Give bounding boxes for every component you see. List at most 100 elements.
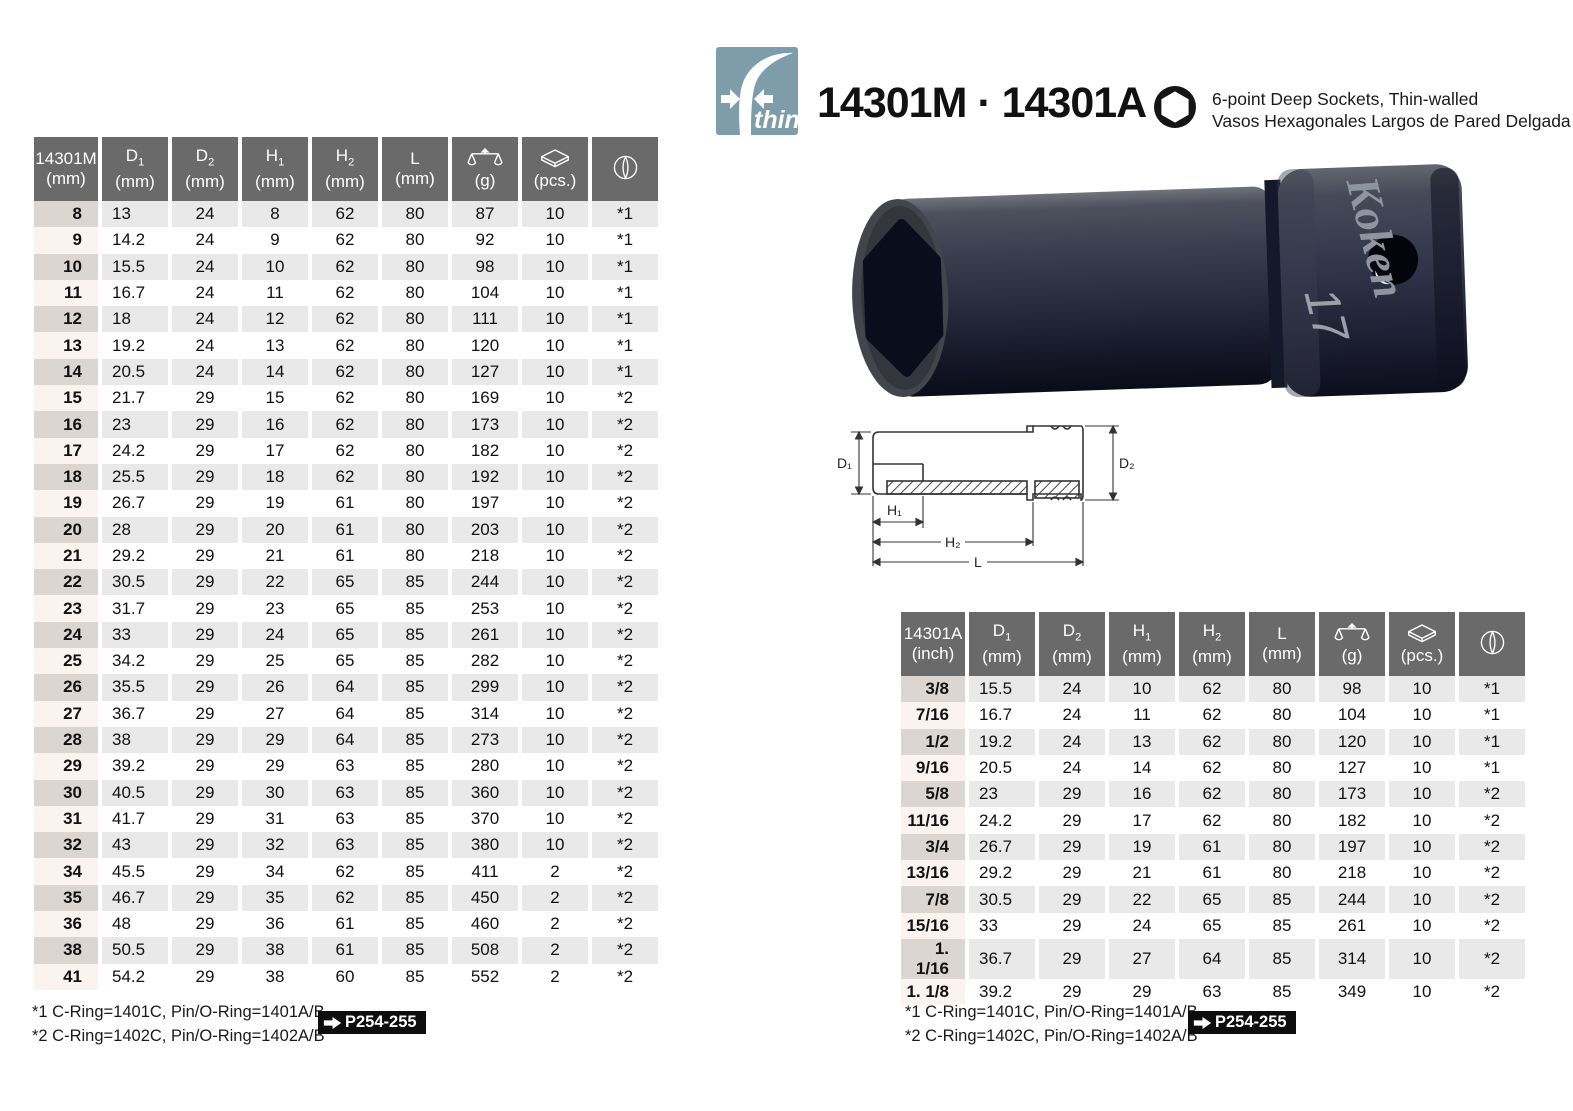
value-cell: 30 <box>242 779 308 806</box>
ring-icon <box>593 155 657 181</box>
metric-spec-table: 14301M (mm) D1 (mm) D2 (mm) H1 (mm) H2 (mm) L (mm)(… <box>30 137 662 990</box>
value-cell: *2 <box>592 884 658 912</box>
table-row: 20 28 29 20 61 80 203 10 *2 <box>34 516 658 543</box>
size-cell: 29 <box>34 753 98 780</box>
value-cell: 10 <box>1389 781 1455 808</box>
value-cell: 80 <box>382 490 448 517</box>
value-cell: 30.5 <box>969 886 1035 913</box>
value-cell: 10 <box>1389 912 1455 939</box>
value-cell: 29 <box>242 753 308 780</box>
value-cell: 29 <box>1039 860 1105 887</box>
footnotes-metric: *1 C-Ring=1401C, Pin/O-Ring=1401A/B *2 C… <box>32 1000 325 1048</box>
value-cell: 10 <box>1109 676 1175 703</box>
value-cell: 85 <box>382 648 448 675</box>
value-cell: 80 <box>1249 728 1315 755</box>
value-cell: 17 <box>242 437 308 464</box>
size-cell: 24 <box>34 621 98 649</box>
footnote-1: *1 C-Ring=1401C, Pin/O-Ring=1401A/B <box>32 1003 325 1021</box>
value-cell: 10 <box>522 227 588 254</box>
value-cell: 21.7 <box>102 385 168 412</box>
value-cell: 13 <box>242 332 308 359</box>
value-cell: 29 <box>172 858 238 885</box>
value-cell: *2 <box>592 490 658 517</box>
value-cell: 299 <box>452 674 518 701</box>
value-cell: 10 <box>522 411 588 438</box>
page-ref-badge[interactable]: P254-255 <box>1188 1011 1296 1034</box>
table-row: 3/4 26.7 29 19 61 80 197 10 *2 <box>901 833 1525 861</box>
value-cell: 80 <box>382 463 448 491</box>
value-cell: 29 <box>1039 978 1105 1006</box>
value-cell: 64 <box>312 726 378 754</box>
value-cell: 80 <box>1249 833 1315 861</box>
value-cell: 80 <box>382 358 448 386</box>
value-cell: 80 <box>382 227 448 254</box>
value-cell: 31 <box>242 805 308 833</box>
table-row: 36 48 29 36 61 85 460 2 *2 <box>34 911 658 938</box>
value-cell: 10 <box>522 726 588 754</box>
size-cell: 17 <box>34 437 98 464</box>
value-cell: 85 <box>382 832 448 859</box>
value-cell: 16.7 <box>969 702 1035 729</box>
value-cell: 15.5 <box>102 253 168 280</box>
value-cell: 29 <box>172 385 238 412</box>
value-cell: 197 <box>452 490 518 517</box>
value-cell: 24 <box>172 358 238 386</box>
value-cell: *2 <box>592 516 658 543</box>
value-cell: 85 <box>382 805 448 833</box>
value-cell: 80 <box>1249 781 1315 808</box>
value-cell: 80 <box>1249 676 1315 703</box>
page-ref-badge[interactable]: P254-255 <box>318 1011 426 1034</box>
value-cell: 380 <box>452 832 518 859</box>
value-cell: 12 <box>242 306 308 333</box>
value-cell: 197 <box>1319 833 1385 861</box>
arrow-right-icon <box>721 89 740 109</box>
value-cell: 314 <box>1319 938 1385 979</box>
table-row: 34 45.5 29 34 62 85 411 2 *2 <box>34 858 658 885</box>
value-cell: 29 <box>172 937 238 964</box>
value-cell: 10 <box>1389 728 1455 755</box>
value-cell: 11 <box>1109 702 1175 729</box>
size-cell: 25 <box>34 648 98 675</box>
value-cell: 314 <box>452 700 518 727</box>
value-cell: 65 <box>312 595 378 622</box>
table-row: 8 13 24 8 62 80 87 10 *1 <box>34 201 658 228</box>
value-cell: 22 <box>1109 886 1175 913</box>
value-cell: 29 <box>172 516 238 543</box>
value-cell: 65 <box>312 621 378 649</box>
value-cell: 182 <box>1319 807 1385 834</box>
size-cell: 1. 1/8 <box>901 978 965 1006</box>
value-cell: 29 <box>1039 781 1105 808</box>
value-cell: 29 <box>172 805 238 833</box>
column-header: H2 (mm) <box>312 137 378 201</box>
size-cell: 30 <box>34 779 98 806</box>
value-cell: 30.5 <box>102 569 168 596</box>
value-cell: *1 <box>592 332 658 359</box>
footnote-2: *2 C-Ring=1402C, Pin/O-Ring=1402A/B <box>905 1027 1198 1045</box>
value-cell: 28 <box>102 516 168 543</box>
value-cell: 98 <box>452 253 518 280</box>
value-cell: *2 <box>1459 860 1525 887</box>
value-cell: 61 <box>1179 833 1245 861</box>
value-cell: 98 <box>1319 676 1385 703</box>
ring-icon <box>1460 630 1524 656</box>
table-row: 1. 1/8 39.2 29 29 63 85 349 10 *2 <box>901 978 1525 1006</box>
value-cell: 10 <box>522 779 588 806</box>
value-cell: 65 <box>312 648 378 675</box>
value-cell: 10 <box>522 490 588 517</box>
column-header: L (mm) <box>382 137 448 201</box>
value-cell: 450 <box>452 884 518 912</box>
value-cell: 45.5 <box>102 858 168 885</box>
size-cell: 31 <box>34 805 98 833</box>
pin-hole-highlight <box>1375 270 1390 285</box>
value-cell: 63 <box>312 832 378 859</box>
size-cell: 38 <box>34 937 98 964</box>
column-header: D2 (mm) <box>172 137 238 201</box>
value-cell: 80 <box>382 542 448 570</box>
table-row: 14 20.5 24 14 62 80 127 10 *1 <box>34 358 658 386</box>
value-cell: 10 <box>1389 676 1455 703</box>
value-cell: 21 <box>1109 860 1175 887</box>
table-row: 9 14.2 24 9 62 80 92 10 *1 <box>34 227 658 254</box>
hex-socket-icon <box>1154 86 1196 128</box>
size-cell: 34 <box>34 858 98 885</box>
value-cell: 29 <box>1039 833 1105 861</box>
